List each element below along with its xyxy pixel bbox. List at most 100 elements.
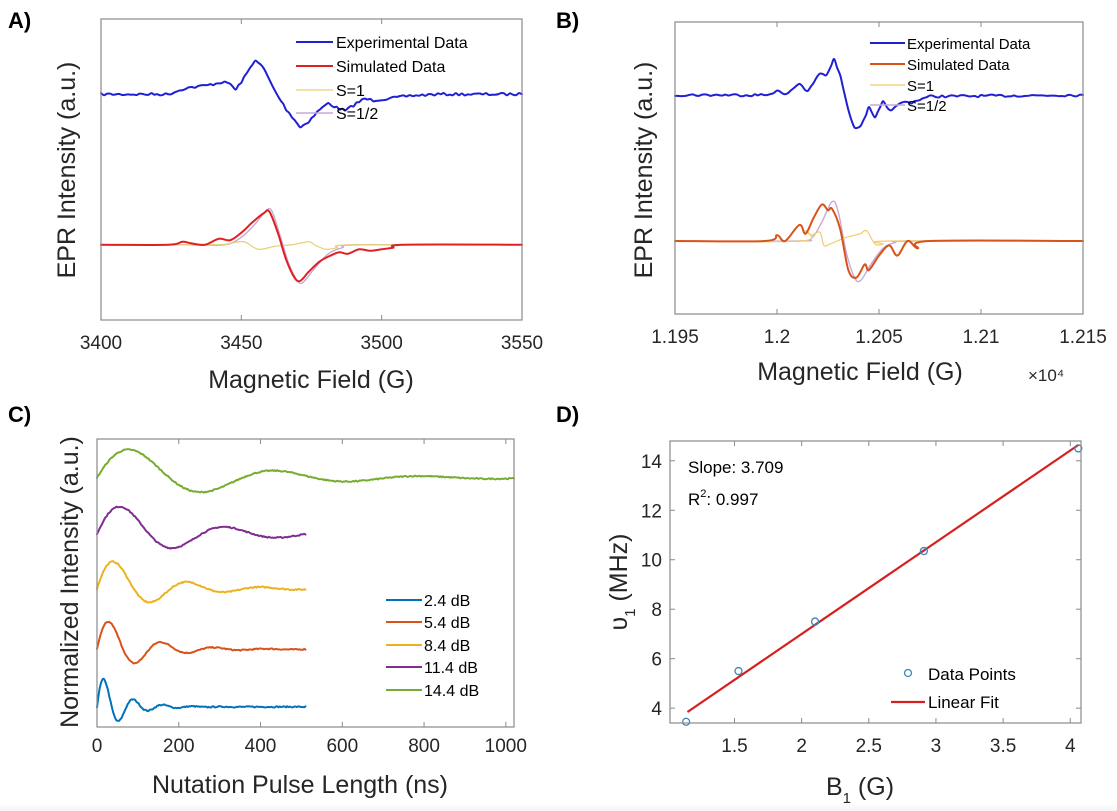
- a-xtick-label: 3500: [361, 333, 403, 354]
- legend-label-11-4db: 11.4 dB: [424, 660, 478, 677]
- legend-label-simulated: Simulated Data: [336, 59, 445, 76]
- panel-a-ylabel: EPR Intensity (a.u.): [53, 62, 81, 279]
- panel-c: C) 0 200 400 600 800 1000 Nutation Pulse Leng…: [8, 402, 527, 799]
- legend-label-s1: S=1: [336, 83, 365, 100]
- c-xtick-label: 200: [163, 736, 195, 757]
- panel-c-ylabel: Normalized Intensity (a.u.): [56, 436, 84, 728]
- r2-annotation: R2: 0.997: [688, 488, 758, 509]
- panel-c-xtick-labels: 0 200 400 600 800 1000: [92, 736, 527, 757]
- d-xtick-label: 3: [931, 736, 942, 757]
- panel-c-series-8-4-db: [96, 560, 307, 604]
- panel-a-xlabel: Magnetic Field (G): [208, 366, 414, 394]
- legend-label-linear-fit: Linear Fit: [928, 693, 999, 712]
- r2-superscript: 2: [700, 488, 706, 500]
- b-xtick-label: 1.21: [963, 327, 1000, 348]
- d-xtick-label: 2: [796, 736, 807, 757]
- legend-label-experimental: Experimental Data: [336, 35, 468, 52]
- d-xtick-label: 3.5: [990, 736, 1016, 757]
- panel-b-axes-frame: [674, 21, 1084, 315]
- legend-label-s12: S=1/2: [336, 106, 378, 123]
- panel-b-x-multiplier: ×10⁴: [1028, 366, 1064, 385]
- d-xtick-label: 4: [1065, 736, 1076, 757]
- d-xtick-label: 1.5: [721, 736, 747, 757]
- panel-b-ticks: [674, 22, 1084, 314]
- panel-d-marks: [681, 444, 1083, 726]
- b-xtick-label: 1.195: [651, 327, 699, 348]
- d-ytick-label: 12: [641, 501, 662, 522]
- panel-b-legend: Experimental Data Simulated Data S=1 S=1…: [870, 36, 1031, 115]
- b-xtick-label: 1.2: [764, 327, 790, 348]
- b-xtick-label: 1.215: [1059, 327, 1107, 348]
- panel-d-ticks: [670, 441, 1081, 723]
- a-xtick-label: 3550: [501, 333, 543, 354]
- legend-label-2-4db: 2.4 dB: [424, 593, 470, 610]
- panel-c-xlabel: Nutation Pulse Length (ns): [152, 771, 448, 799]
- panel-a: A) 3400 3450 3500 3550 Magnetic Field (G) E…: [8, 8, 543, 394]
- panel-c-legend: 2.4 dB 5.4 dB 8.4 dB 11.4 dB 14.4 dB: [386, 593, 479, 700]
- panel-c-series-2-4-db: [96, 677, 307, 722]
- d-ytick-label: 6: [651, 650, 662, 671]
- panel-b-xlabel: Magnetic Field (G): [757, 358, 963, 386]
- d-ytick-label: 14: [641, 452, 663, 473]
- panel-c-axes-frame: [96, 438, 515, 728]
- legend-label-14-4db: 14.4 dB: [424, 683, 479, 700]
- panel-b: B) 1.195 1.2 1.205 1.21 1.215 Magnetic Field…: [556, 8, 1107, 386]
- panel-c-series-5-4-db: [96, 620, 307, 665]
- panel-d-tick-labels: 1.5 2 2.5 3 3.5 4 4 6 8 10 12 14: [641, 452, 1076, 757]
- panel-b-label: B): [556, 8, 579, 33]
- d-ytick-label: 10: [641, 551, 662, 572]
- panel-d-legend: Data Points Linear Fit: [891, 665, 1016, 712]
- panel-b-series-simulated-data: [674, 203, 1084, 279]
- legend-label-5-4db: 5.4 dB: [424, 615, 470, 632]
- legend-label-8-4db: 8.4 dB: [424, 638, 470, 655]
- panel-b-curves: [674, 57, 1084, 283]
- panel-a-series-experimental-data: [100, 59, 523, 129]
- panel-c-series-14-4-db: [96, 448, 515, 494]
- panel-d-ylabel: υ1 (MHz): [605, 534, 639, 631]
- panel-a-label: A): [8, 8, 31, 33]
- panel-b-ylabel: EPR Intensity (a.u.): [630, 62, 658, 279]
- slope-annotation: Slope: 3.709: [688, 458, 783, 477]
- panel-a-series-s-1-2: [100, 207, 523, 285]
- r2-prefix: R: [688, 490, 700, 509]
- panel-d-xlabel-sub: 1: [843, 790, 851, 807]
- data-point: [919, 546, 929, 556]
- legend-label-experimental: Experimental Data: [907, 36, 1031, 53]
- a-xtick-label: 3450: [220, 333, 262, 354]
- r2-value: : 0.997: [706, 490, 758, 509]
- d-ytick-label: 4: [651, 699, 662, 720]
- panel-a-curves: [100, 59, 523, 285]
- panel-d-xlabel-main: B: [826, 773, 843, 801]
- panel-a-axes-frame: [100, 18, 523, 321]
- panel-b-series-s-1: [674, 229, 1084, 247]
- legend-label-s12: S=1/2: [907, 98, 947, 115]
- panel-c-label: C): [8, 402, 31, 427]
- c-xtick-label: 800: [408, 736, 440, 757]
- c-xtick-label: 0: [92, 736, 103, 757]
- c-xtick-label: 1000: [485, 736, 527, 757]
- panel-d-ylabel-main: υ: [605, 617, 633, 631]
- a-xtick-label: 3400: [80, 333, 122, 354]
- c-xtick-label: 400: [245, 736, 277, 757]
- panel-d-xlabel: B1 (G): [826, 773, 894, 807]
- b-xtick-label: 1.205: [855, 327, 903, 348]
- legend-label-simulated: Simulated Data: [907, 57, 1010, 74]
- panel-d-ylabel-sub: 1: [622, 608, 639, 616]
- c-xtick-label: 600: [326, 736, 358, 757]
- panel-a-series-simulated-data: [100, 209, 523, 283]
- panel-a-series-s-1: [100, 240, 523, 250]
- data-point: [734, 666, 743, 676]
- d-xtick-label: 2.5: [856, 736, 882, 757]
- legend-marker-data-points: [903, 668, 913, 678]
- panel-a-ticks: [100, 19, 523, 320]
- panel-b-xtick-labels: 1.195 1.2 1.205 1.21 1.215: [651, 327, 1107, 348]
- data-point: [681, 717, 691, 726]
- panel-a-xtick-labels: 3400 3450 3500 3550: [80, 333, 543, 354]
- d-ytick-label: 8: [651, 600, 662, 621]
- panel-d-label: D): [556, 402, 579, 427]
- panel-d-axes-frame: [669, 440, 1082, 724]
- panel-a-legend: Experimental Data Simulated Data S=1 S=1…: [296, 35, 468, 123]
- linear-fit-line: [686, 444, 1079, 713]
